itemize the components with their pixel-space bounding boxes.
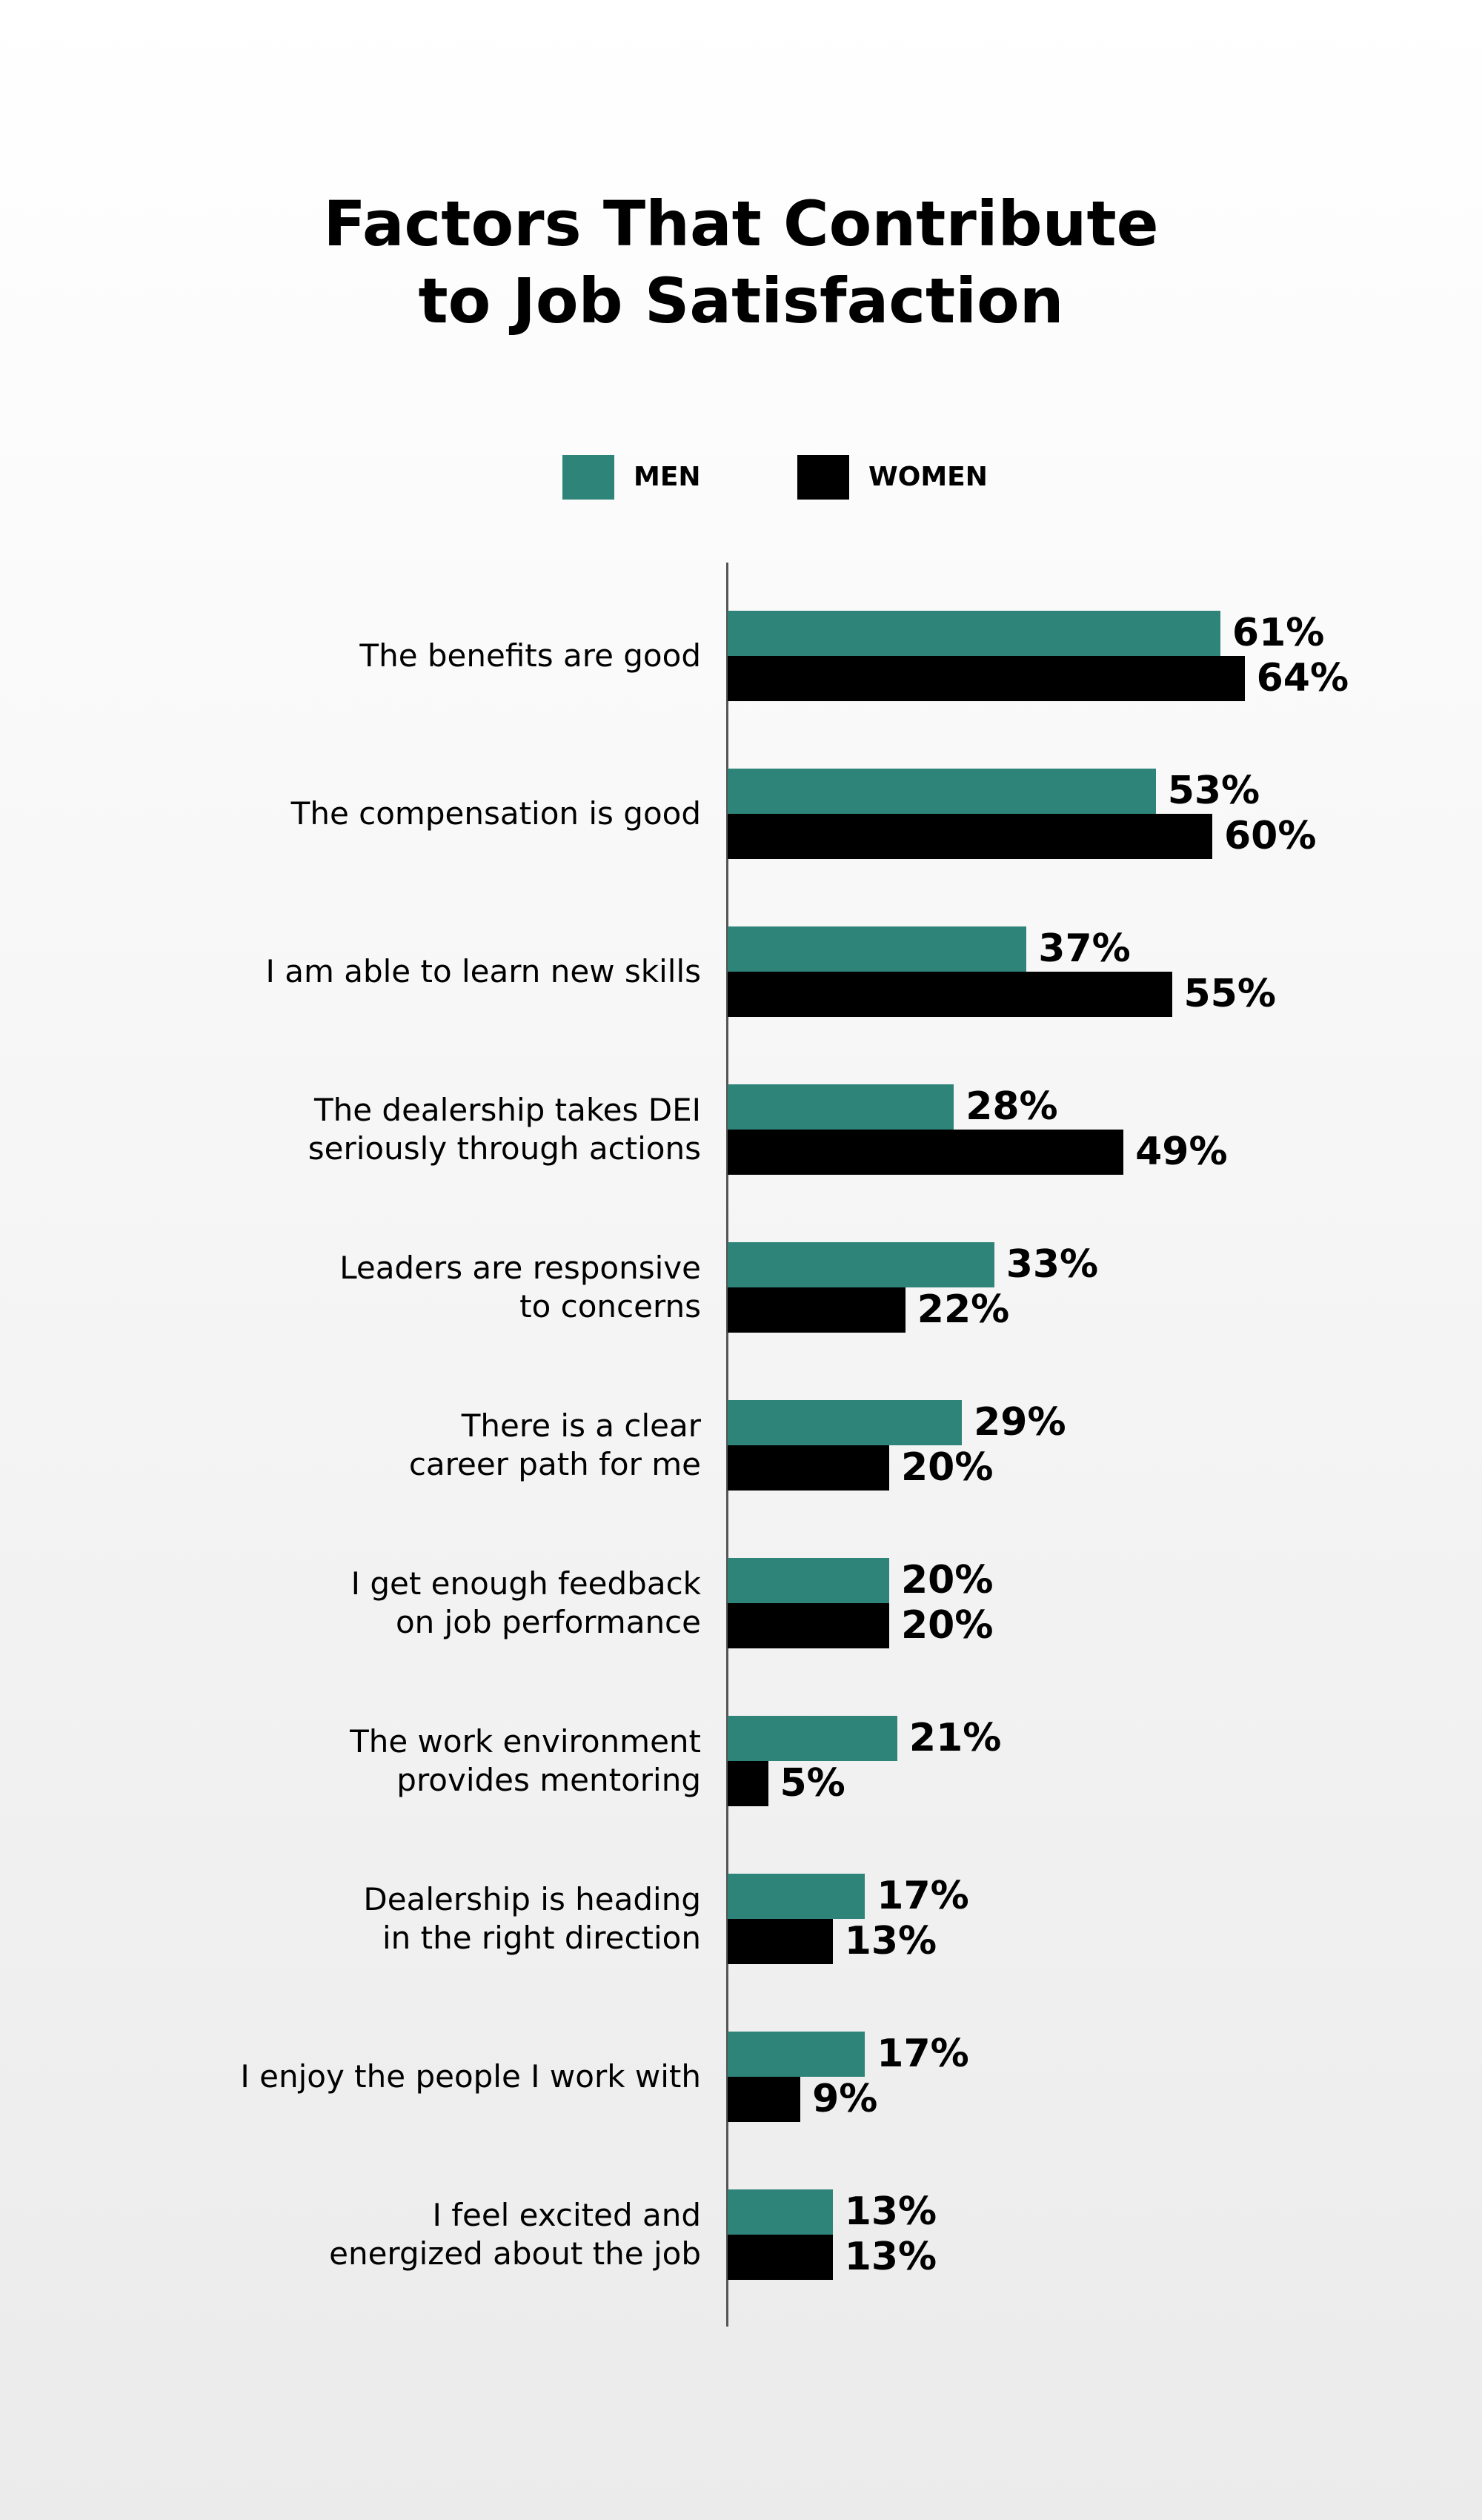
bar xyxy=(728,1287,906,1333)
bar xyxy=(728,2077,801,2122)
value-label: 37% xyxy=(1038,926,1131,971)
category-label: I am able to learn new skills xyxy=(265,953,701,989)
value-label: 17% xyxy=(877,2032,969,2076)
value-label: 20% xyxy=(901,1445,994,1490)
value-label: 49% xyxy=(1135,1130,1228,1174)
value-label: 9% xyxy=(812,2077,878,2121)
axis-line xyxy=(726,563,728,2327)
bar xyxy=(728,1084,954,1130)
bar xyxy=(728,1242,994,1287)
bar xyxy=(728,769,1156,814)
category-label: The benefits are good xyxy=(359,637,701,674)
value-label: 22% xyxy=(917,1287,1010,1332)
category-label: The work environment provides mentoring xyxy=(350,1723,701,1798)
category-label: I enjoy the people I work with xyxy=(240,2058,701,2095)
bar xyxy=(728,1716,897,1761)
bar xyxy=(728,1919,833,1964)
category-label: The compensation is good xyxy=(290,795,701,832)
value-label: 55% xyxy=(1183,972,1276,1016)
value-label: 20% xyxy=(901,1558,994,1602)
category-label: Dealership is heading in the right direc… xyxy=(363,1881,701,1956)
value-label: 13% xyxy=(844,1919,937,1963)
value-label: 61% xyxy=(1232,611,1325,655)
bar xyxy=(728,2032,865,2077)
legend-swatch xyxy=(562,455,614,500)
category-label: The dealership takes DEI seriously throu… xyxy=(308,1092,701,1167)
value-label: 29% xyxy=(974,1400,1066,1445)
value-label: 13% xyxy=(844,2235,937,2279)
category-label: Leaders are responsive to concerns xyxy=(339,1250,701,1324)
category-label: I feel excited and energized about the j… xyxy=(329,2197,701,2272)
value-label: 60% xyxy=(1224,814,1317,858)
bar xyxy=(728,611,1220,656)
value-label: 20% xyxy=(901,1603,994,1648)
bar xyxy=(728,1603,889,1648)
bar xyxy=(728,972,1172,1017)
bar xyxy=(728,926,1027,972)
value-label: 33% xyxy=(1006,1242,1099,1287)
value-label: 13% xyxy=(844,2189,937,2234)
legend-label: WOMEN xyxy=(868,462,988,492)
bar xyxy=(728,656,1245,701)
bar xyxy=(728,1558,889,1603)
value-label: 53% xyxy=(1167,769,1260,813)
bar xyxy=(728,1761,768,1806)
value-label: 64% xyxy=(1256,656,1349,700)
value-label: 28% xyxy=(966,1084,1058,1129)
legend-swatch xyxy=(797,455,849,500)
value-label: 21% xyxy=(908,1716,1002,1760)
bar xyxy=(728,814,1212,859)
legend-label: MEN xyxy=(634,462,701,492)
bar xyxy=(728,1130,1124,1175)
bar xyxy=(728,2189,833,2235)
category-label: There is a clear career path for me xyxy=(408,1407,701,1482)
value-label: 17% xyxy=(877,1874,969,1918)
bar xyxy=(728,2235,833,2280)
bar xyxy=(728,1874,865,1919)
bar xyxy=(728,1445,889,1491)
chart-title: Factors That Contribute to Job Satisfact… xyxy=(323,188,1159,337)
bar xyxy=(728,1400,963,1445)
category-label: I get enough feedback on job performance xyxy=(350,1565,701,1640)
value-label: 5% xyxy=(780,1761,845,1806)
